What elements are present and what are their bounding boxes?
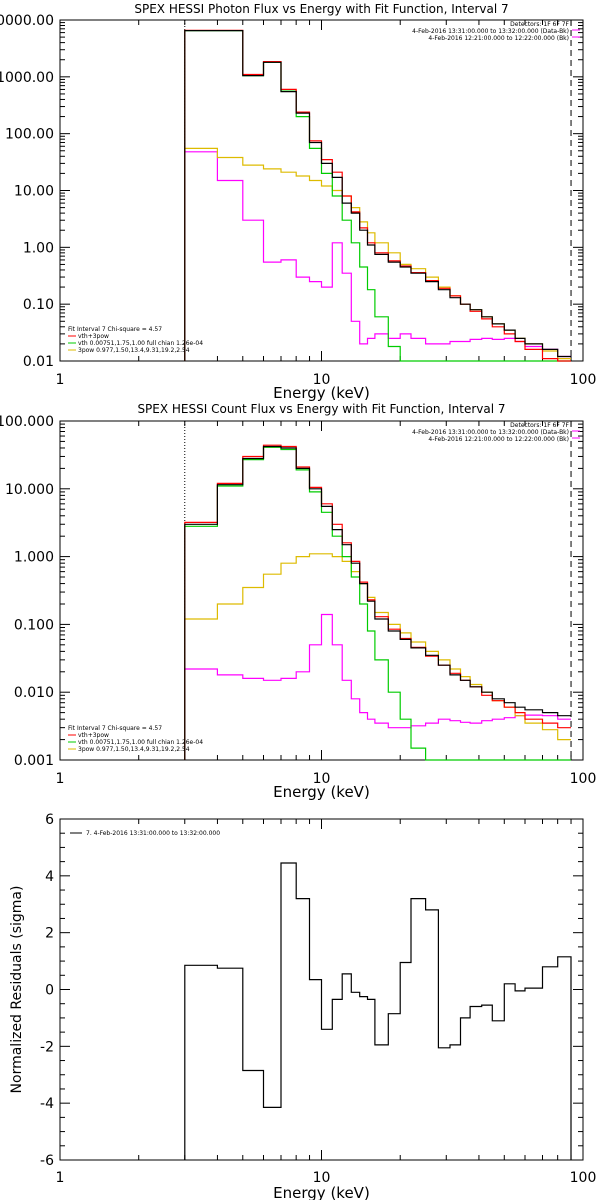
x-tick-label: 10 <box>313 1170 331 1186</box>
legend-header: Fit Interval 7 Chi-square = 4.57 <box>68 725 162 732</box>
y-tick-label: 1.000 <box>14 550 54 566</box>
series-vth-line <box>184 446 571 761</box>
x-tick-label: 100 <box>570 771 597 787</box>
plot-frame <box>59 19 584 362</box>
y-tick-label: 10.000 <box>5 482 54 498</box>
series-3pow-line <box>184 553 571 760</box>
y-tick-label: 0.01 <box>23 354 54 370</box>
x-tick-label: 1 <box>56 1170 65 1186</box>
y-tick-label: 100.00 <box>5 127 54 143</box>
header-annotation: 4-Feb-2016 13:31:00.000 to 13:32:00.000 … <box>412 28 569 35</box>
y-tick-label: 0.010 <box>14 685 54 701</box>
x-tick-label: 100 <box>570 1170 597 1186</box>
x-axis-label: Energy (keV) <box>273 783 370 801</box>
series-data-line <box>184 30 571 361</box>
y-axis-label: Normalized Residuals (sigma) <box>9 886 25 1094</box>
header-annotation: 4-Feb-2016 12:21:00.000 to 12:22:00.000 … <box>428 35 569 42</box>
legend-entry: vth+3pow <box>78 732 109 739</box>
x-axis-label: Energy (keV) <box>273 1184 370 1200</box>
y-tick-label: 10.00 <box>14 184 54 200</box>
residuals-chart: 1 10 100 6 4 2 0 -2 -4 -6 Energy (keV) Normalized R… <box>9 812 596 1200</box>
y-tick-label: 4 <box>45 869 54 885</box>
x-axis-label: Energy (keV) <box>273 384 370 402</box>
y-tick-label: -2 <box>40 1039 54 1055</box>
series-residuals-line <box>184 862 572 1160</box>
x-tick-label: 10 <box>313 771 331 787</box>
count-flux-chart: SPEX HESSI Count Flux vs Energy with Fit… <box>0 402 596 801</box>
header-annotation: Detectors: 1F 6F 7F <box>510 422 569 429</box>
y-tick-label: 0000.00 <box>0 13 54 29</box>
y-tick-label: -4 <box>40 1096 54 1112</box>
header-annotation: 4-Feb-2016 13:31:00.000 to 13:32:00.000 … <box>412 429 569 436</box>
legend-entry: 7. 4-Feb-2016 13:31:00.000 to 13:32:00.0… <box>86 830 220 837</box>
series-data-line <box>184 445 571 760</box>
y-tick-label: 0.10 <box>23 297 54 313</box>
y-tick-label: 6 <box>45 812 54 828</box>
legend-entry: 3pow 0.977,1.50,13.4,9.31,19.2,2.54 <box>78 347 190 354</box>
y-tick-label: 1.00 <box>23 240 54 256</box>
header-annotation: Detectors: 1F 6F 7F <box>510 21 569 28</box>
plot-frame <box>59 420 584 761</box>
chart-title: SPEX HESSI Photon Flux vs Energy with Fi… <box>134 2 508 16</box>
x-tick-label: 1 <box>56 372 65 388</box>
photon-flux-chart: SPEX HESSI Photon Flux vs Energy with Fi… <box>0 2 596 402</box>
y-tick-label: -6 <box>40 1153 54 1169</box>
y-tick-label: 0.001 <box>14 753 54 769</box>
legend-entry: vth 0.00751,1.75,1.00 full chian 1.26e-0… <box>78 739 203 746</box>
y-tick-label: 100.000 <box>0 414 54 430</box>
x-tick-label: 100 <box>570 372 597 388</box>
header-annotation: 4-Feb-2016 12:21:00.000 to 12:22:00.000 … <box>428 436 569 443</box>
legend-entry: vth+3pow <box>78 333 109 340</box>
y-tick-label: 0.100 <box>14 617 54 633</box>
legend-entry: 3pow 0.977,1.50,13.4,9.31,19.2,2.54 <box>78 746 190 753</box>
y-tick-label: 1000.00 <box>0 70 54 86</box>
legend-entry: vth 0.00751,1.75,1.00 full chian 1.26e-0… <box>78 340 203 347</box>
chart-title: SPEX HESSI Count Flux vs Energy with Fit… <box>137 402 505 416</box>
x-tick-label: 1 <box>56 771 65 787</box>
series-background-line <box>184 613 571 760</box>
x-tick-label: 10 <box>313 372 331 388</box>
legend-header: Fit Interval 7 Chi-square = 4.57 <box>68 326 162 333</box>
y-tick-label: 0 <box>45 983 54 999</box>
y-tick-label: 2 <box>45 926 54 942</box>
